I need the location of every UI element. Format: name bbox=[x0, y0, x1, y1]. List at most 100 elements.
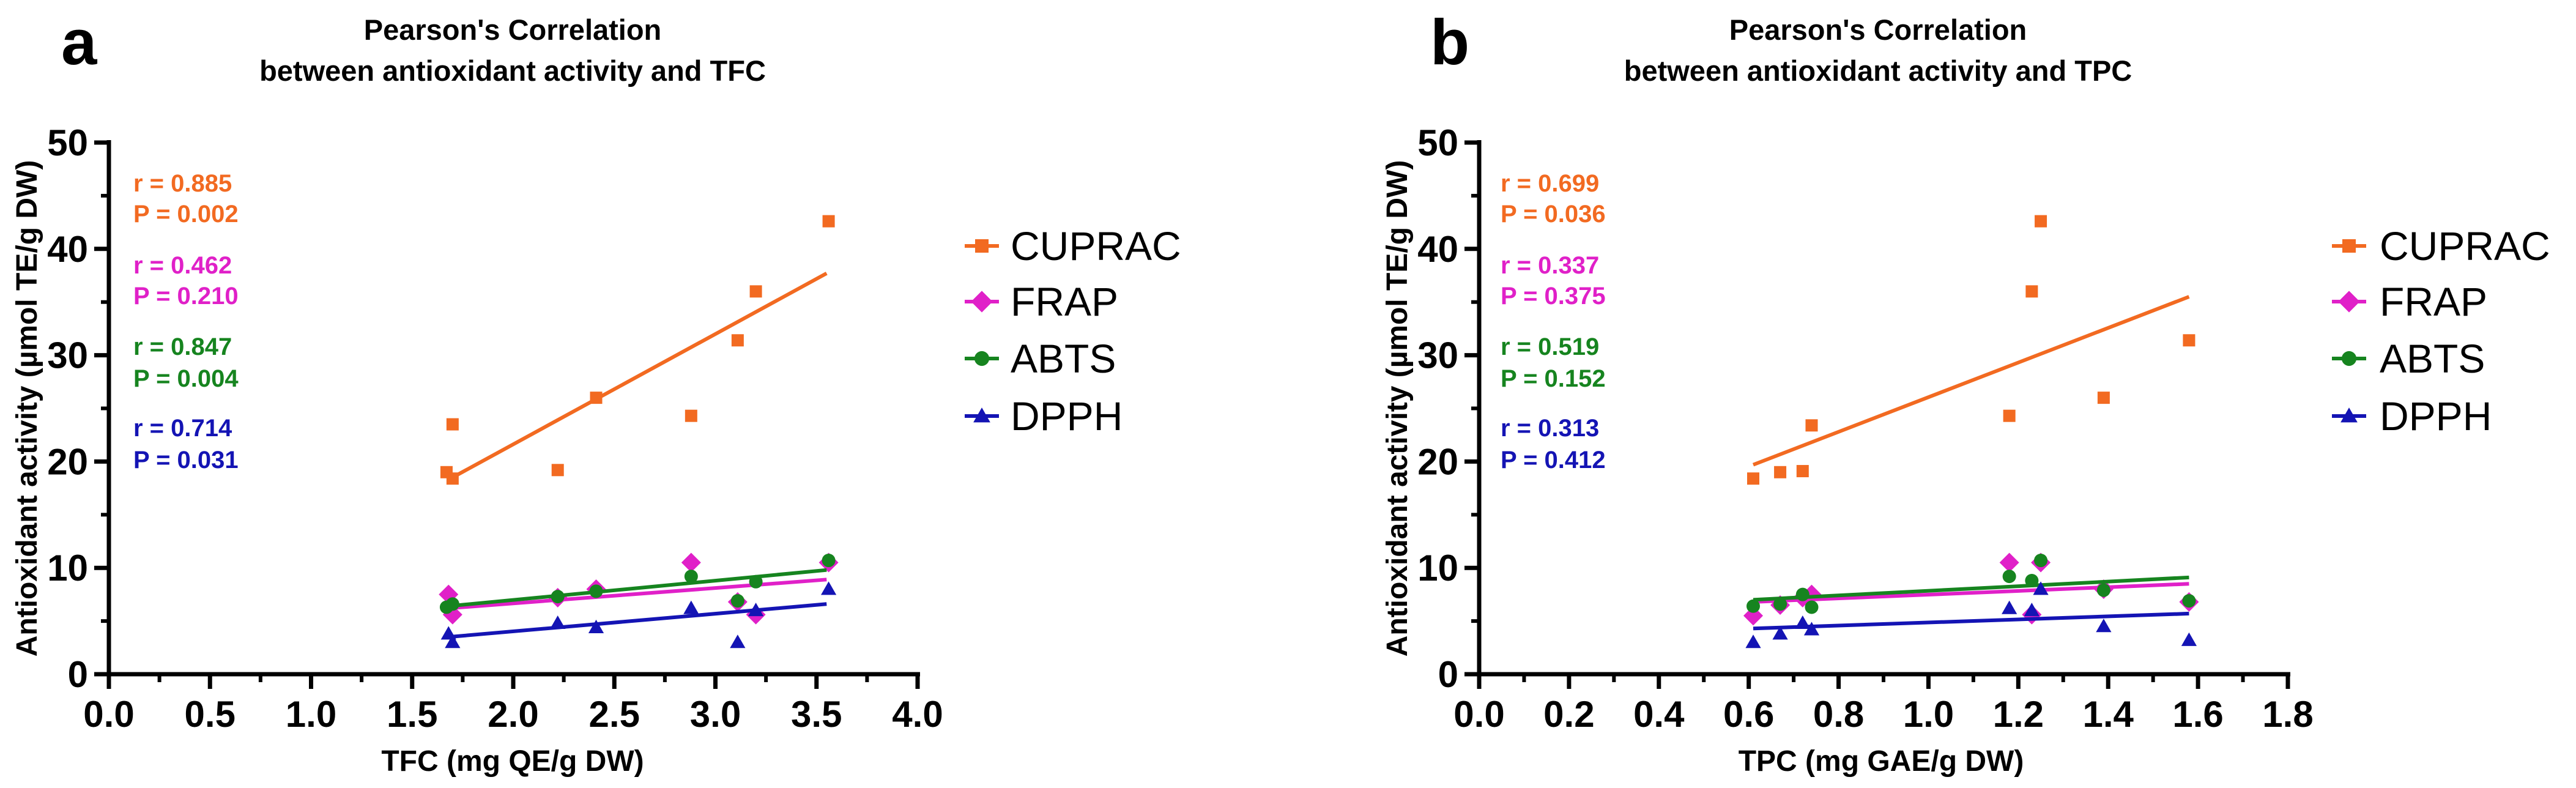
data-point-dpph bbox=[1745, 634, 1761, 649]
series-dpph bbox=[440, 581, 837, 649]
legend-marker bbox=[973, 407, 990, 423]
x-tick-label: 0.0 bbox=[83, 694, 134, 735]
series-abts bbox=[1746, 554, 2196, 614]
data-point-frap bbox=[1743, 606, 1764, 626]
x-tick-label: 1.5 bbox=[387, 694, 437, 735]
data-point-dpph bbox=[588, 619, 604, 633]
data-point-abts bbox=[730, 594, 744, 608]
data-point-abts bbox=[1773, 597, 1787, 611]
fit-line-abts bbox=[1753, 575, 2189, 602]
x-tick-label: 2.0 bbox=[488, 694, 538, 735]
r-value-frap: r = 0.337 bbox=[1501, 252, 1599, 279]
data-point-dpph bbox=[820, 581, 837, 595]
y-tick-label: 40 bbox=[1417, 229, 1458, 270]
data-point-frap bbox=[1999, 552, 2019, 573]
fit-line-cuprac bbox=[1752, 295, 2190, 467]
data-point-cuprac bbox=[749, 285, 762, 298]
data-point-cuprac bbox=[2183, 334, 2196, 347]
legend-marker bbox=[975, 239, 989, 253]
data-point-dpph bbox=[748, 603, 764, 617]
x-tick-label: 0.6 bbox=[1723, 694, 1774, 735]
p-value-dpph: P = 0.031 bbox=[133, 447, 239, 474]
legend-item-dpph: DPPH bbox=[2332, 393, 2492, 439]
legend-item-dpph: DPPH bbox=[965, 393, 1123, 439]
x-tick-label: 2.5 bbox=[589, 694, 640, 735]
legend-label: DPPH bbox=[2380, 393, 2492, 439]
data-point-dpph bbox=[1772, 626, 1788, 640]
data-point-cuprac bbox=[1747, 472, 1760, 485]
data-point-dpph bbox=[2033, 581, 2049, 595]
legend-marker bbox=[971, 291, 993, 313]
y-tick-label: 20 bbox=[47, 441, 88, 482]
chart-title-line1: Pearson's Correlation bbox=[1729, 13, 2027, 46]
data-point-dpph bbox=[2002, 600, 2017, 614]
p-value-frap: P = 0.375 bbox=[1501, 283, 1606, 310]
legend-item-frap: FRAP bbox=[965, 279, 1118, 324]
data-point-abts bbox=[445, 597, 459, 611]
legend-marker bbox=[2340, 407, 2358, 423]
data-point-dpph bbox=[683, 600, 699, 614]
chart-title-line2: between antioxidant activity and TPC bbox=[1624, 54, 2132, 87]
p-value-abts: P = 0.152 bbox=[1501, 365, 1606, 392]
y-axis-label: Antioxidant activity (µmol TE/g DW) bbox=[11, 160, 43, 657]
x-tick-label: 3.5 bbox=[791, 694, 842, 735]
p-value-cuprac: P = 0.002 bbox=[133, 201, 239, 228]
x-tick-label: 4.0 bbox=[892, 694, 943, 735]
data-point-cuprac bbox=[590, 392, 603, 404]
data-point-dpph bbox=[1795, 615, 1811, 630]
data-point-dpph bbox=[2096, 619, 2112, 633]
series-abts bbox=[439, 554, 836, 614]
r-value-dpph: r = 0.714 bbox=[133, 415, 232, 442]
data-point-cuprac bbox=[1796, 465, 1809, 478]
r-value-frap: r = 0.462 bbox=[133, 252, 232, 279]
legend-marker bbox=[974, 351, 990, 366]
chart-panel-a: a Pearson's Correlation between antioxidan… bbox=[11, 7, 1181, 778]
data-point-abts bbox=[2034, 554, 2048, 568]
legend-item-abts: ABTS bbox=[2332, 336, 2485, 381]
data-point-dpph bbox=[730, 634, 746, 649]
data-point-abts bbox=[2002, 570, 2016, 584]
data-point-dpph bbox=[2181, 632, 2197, 646]
legend-item-cuprac: CUPRAC bbox=[2332, 223, 2550, 269]
y-tick-label: 0 bbox=[1438, 654, 1458, 695]
r-value-dpph: r = 0.313 bbox=[1501, 415, 1599, 442]
data-point-cuprac bbox=[446, 418, 459, 431]
panel-label: a bbox=[61, 7, 98, 78]
legend-marker bbox=[2341, 351, 2357, 366]
data-point-cuprac bbox=[2025, 285, 2038, 298]
x-tick-label: 1.2 bbox=[1993, 694, 2044, 735]
legend-item-cuprac: CUPRAC bbox=[965, 223, 1181, 269]
x-tick-label: 0.4 bbox=[1633, 694, 1685, 735]
data-point-abts bbox=[1746, 599, 1761, 613]
chart-title-line2: between antioxidant activity and TFC bbox=[259, 54, 766, 87]
y-tick-label: 50 bbox=[1417, 122, 1458, 163]
data-point-dpph bbox=[550, 615, 566, 630]
data-point-cuprac bbox=[1805, 419, 1818, 432]
data-point-cuprac bbox=[685, 409, 697, 422]
r-value-cuprac: r = 0.885 bbox=[133, 170, 232, 197]
series-cuprac bbox=[1747, 215, 2196, 485]
data-point-abts bbox=[2182, 594, 2196, 608]
r-value-cuprac: r = 0.699 bbox=[1501, 170, 1599, 197]
data-point-cuprac bbox=[2097, 392, 2110, 404]
p-value-cuprac: P = 0.036 bbox=[1501, 201, 1606, 228]
p-value-frap: P = 0.210 bbox=[133, 283, 239, 310]
y-tick-label: 30 bbox=[1417, 335, 1458, 376]
x-tick-label: 1.0 bbox=[286, 694, 336, 735]
x-tick-label: 0.0 bbox=[1453, 694, 1504, 735]
data-point-abts bbox=[684, 570, 698, 584]
fit-line-dpph bbox=[448, 602, 827, 639]
chart-panel-b: b Pearson's Correlation between antioxidan… bbox=[1381, 7, 2550, 778]
data-point-abts bbox=[2025, 574, 2039, 588]
x-tick-label: 0.5 bbox=[185, 694, 236, 735]
legend-label: ABTS bbox=[1011, 336, 1116, 381]
y-axis-label: Antioxidant activity (µmol TE/g DW) bbox=[1381, 160, 1414, 657]
r-value-abts: r = 0.519 bbox=[1501, 333, 1599, 360]
data-point-abts bbox=[2096, 583, 2110, 597]
data-point-dpph bbox=[1803, 622, 1820, 636]
data-point-frap bbox=[681, 552, 701, 573]
y-tick-label: 50 bbox=[47, 122, 88, 163]
series-dpph bbox=[1745, 581, 2197, 649]
y-tick-label: 40 bbox=[47, 229, 88, 270]
